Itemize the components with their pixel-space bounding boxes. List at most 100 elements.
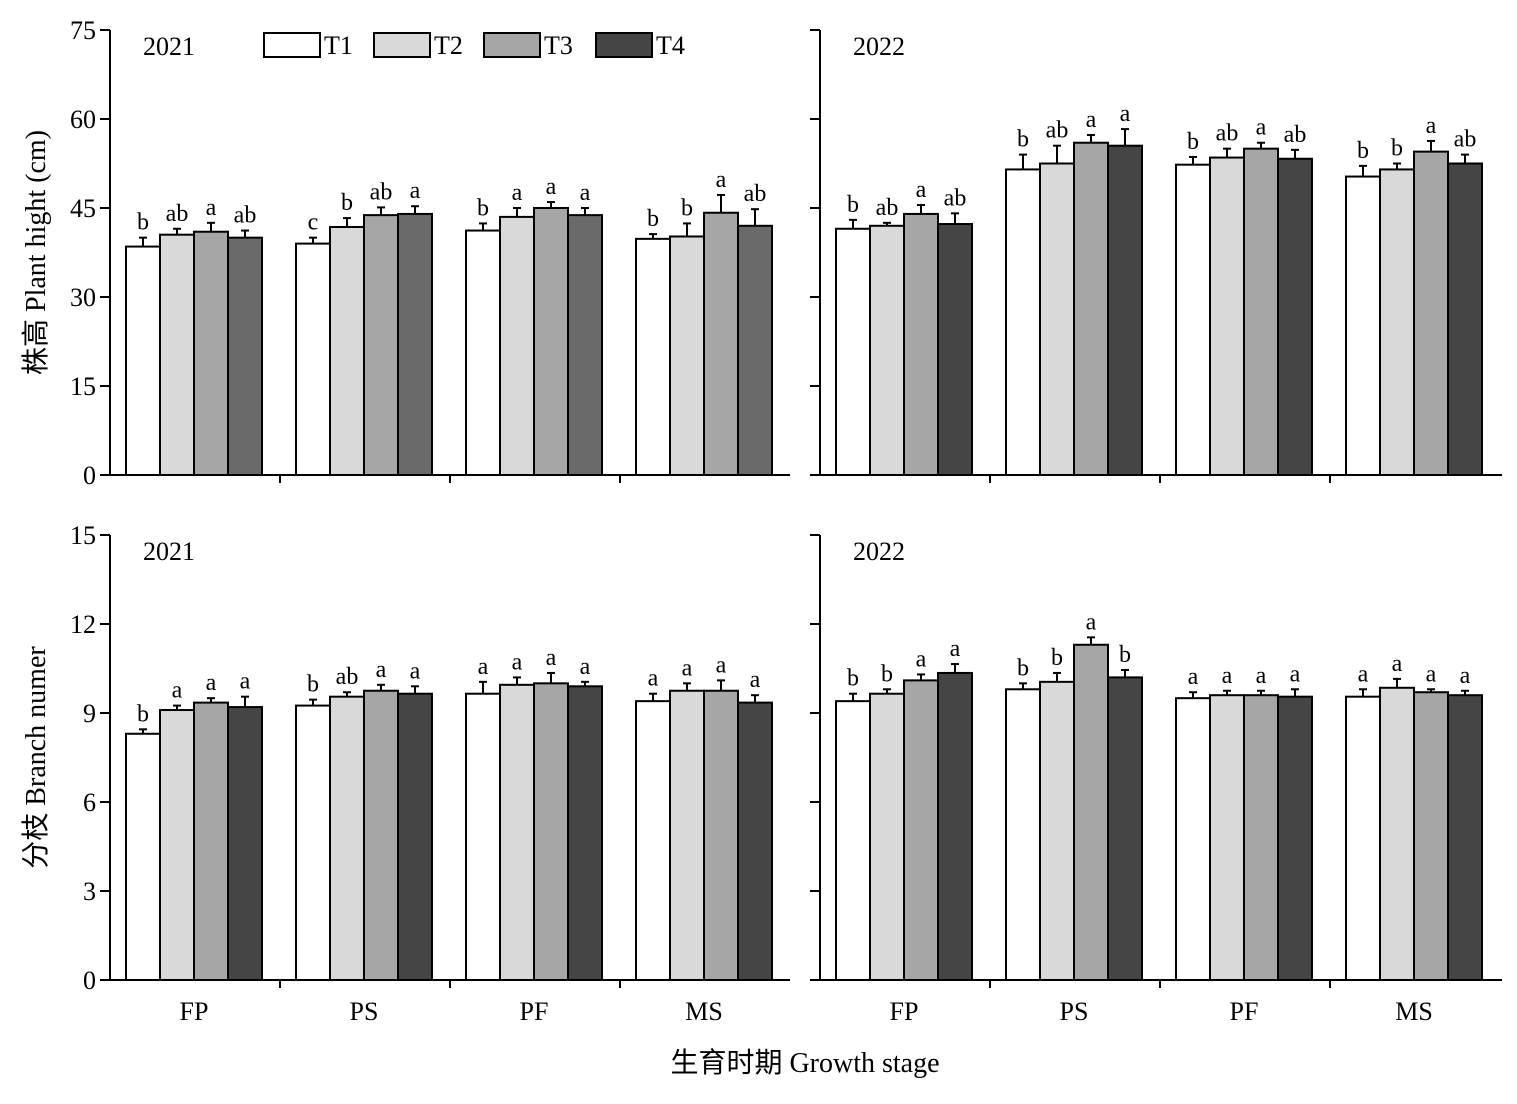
significance-label: b <box>477 195 489 221</box>
bar-t4 <box>1447 162 1483 476</box>
bar-t2 <box>669 235 705 476</box>
y-tick-label: 0 <box>83 966 96 995</box>
bar-t3 <box>363 214 399 476</box>
bar-t2 <box>329 225 365 476</box>
significance-label: b <box>847 192 859 218</box>
x-category-label: PS <box>350 997 379 1026</box>
bar-t4 <box>397 692 433 981</box>
y-tick-label: 30 <box>70 283 96 312</box>
significance-label: b <box>1357 138 1369 164</box>
bar-t4 <box>937 223 973 476</box>
bar-t3 <box>903 212 939 477</box>
y-tick-label: 45 <box>70 194 96 223</box>
legend-label-t3: T3 <box>544 31 573 60</box>
significance-label: b <box>1017 127 1029 153</box>
bar-t3 <box>903 679 939 981</box>
bar-t1 <box>465 229 501 476</box>
bar-t1 <box>835 700 871 982</box>
panel-year-label: 2022 <box>853 537 905 566</box>
y-tick-label: 60 <box>70 105 96 134</box>
bar-t1 <box>295 242 331 476</box>
x-category-label: MS <box>1395 997 1433 1026</box>
significance-label: b <box>137 210 149 236</box>
significance-label: a <box>512 180 523 206</box>
panel-year-label: 2022 <box>853 32 905 61</box>
x-category-label: MS <box>685 997 723 1026</box>
significance-label: a <box>172 678 183 704</box>
significance-label: b <box>307 672 319 698</box>
bar-t2 <box>869 224 905 476</box>
significance-label: ab <box>1454 127 1477 153</box>
bar-t2 <box>869 692 905 981</box>
bar-t3 <box>1243 694 1279 981</box>
significance-label: a <box>1086 107 1097 133</box>
significance-label: a <box>916 177 927 203</box>
significance-label: a <box>1358 661 1369 687</box>
significance-label: a <box>648 666 659 692</box>
y-tick-label: 15 <box>70 521 96 550</box>
significance-label: a <box>1086 609 1097 635</box>
bar-t3 <box>1073 643 1109 981</box>
y-tick-label: 0 <box>83 461 96 490</box>
legend-swatch-t3 <box>483 32 541 58</box>
bar-t3 <box>193 230 229 476</box>
bar-t4 <box>567 214 603 476</box>
significance-label: a <box>682 655 693 681</box>
bar-t2 <box>669 689 705 981</box>
bar-t1 <box>1345 175 1381 476</box>
y-tick-label: 15 <box>70 372 96 401</box>
bar-t1 <box>835 227 871 476</box>
significance-label: c <box>308 210 319 236</box>
bar-t3 <box>533 207 569 476</box>
significance-label: a <box>512 649 523 675</box>
legend-label-t1: T1 <box>324 31 353 60</box>
significance-label: a <box>478 654 489 680</box>
bar-t1 <box>295 704 331 981</box>
bar-t1 <box>1345 695 1381 982</box>
panel-year-label: 2021 <box>143 537 195 566</box>
significance-label: a <box>750 667 761 693</box>
bar-t1 <box>125 245 161 476</box>
bar-t1 <box>635 700 671 982</box>
bar-t2 <box>499 215 535 476</box>
significance-label: a <box>580 654 591 680</box>
significance-label: b <box>1017 655 1029 681</box>
bar-t2 <box>159 709 195 981</box>
significance-label: ab <box>1046 118 1069 144</box>
significance-label: ab <box>744 181 767 207</box>
significance-label: b <box>847 666 859 692</box>
bar-t1 <box>465 692 501 981</box>
y-tick-label: 75 <box>70 16 96 45</box>
bar-t2 <box>1039 680 1075 981</box>
significance-label: a <box>716 167 727 193</box>
significance-label: a <box>1120 101 1131 127</box>
bar-t2 <box>159 233 195 476</box>
bar-t3 <box>533 682 569 981</box>
significance-label: b <box>881 661 893 687</box>
legend-label-t2: T2 <box>434 31 463 60</box>
y-tick-label: 9 <box>83 699 96 728</box>
bar-t3 <box>703 689 739 981</box>
significance-label: b <box>647 206 659 232</box>
significance-label: a <box>376 657 387 683</box>
significance-label: b <box>1051 645 1063 671</box>
bar-t2 <box>1379 686 1415 981</box>
bar-t4 <box>737 701 773 981</box>
x-category-label: FP <box>890 997 919 1026</box>
significance-label: a <box>1290 661 1301 687</box>
bar-t4 <box>1447 694 1483 981</box>
significance-label: a <box>206 195 217 221</box>
significance-label: ab <box>234 203 257 229</box>
bar-t4 <box>227 236 263 476</box>
bar-t1 <box>1005 688 1041 981</box>
significance-label: a <box>546 174 557 200</box>
bar-t4 <box>1277 695 1313 982</box>
bar-t3 <box>1413 150 1449 476</box>
significance-label: a <box>1426 661 1437 687</box>
bar-t4 <box>397 212 433 477</box>
bar-t4 <box>567 685 603 981</box>
bar-t1 <box>635 237 671 476</box>
bar-t3 <box>363 689 399 981</box>
significance-label: a <box>950 636 961 662</box>
